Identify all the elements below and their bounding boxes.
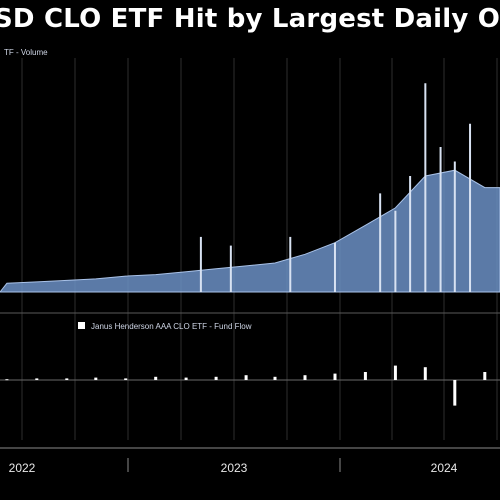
- flow-bar: [273, 376, 277, 380]
- x-tick-label-2022: 2022: [9, 461, 36, 475]
- flow-bar: [333, 373, 337, 380]
- flow-bar: [65, 378, 69, 380]
- flow-bar: [184, 377, 188, 380]
- flow-bar: [423, 367, 427, 380]
- flow-panel: [5, 365, 487, 406]
- chart-title: SD CLO ETF Hit by Largest Daily Ou: [0, 4, 500, 34]
- x-tick-label-2023: 2023: [221, 461, 248, 475]
- flow-bar: [5, 379, 9, 381]
- x-tick-label-2024: 2024: [431, 461, 458, 475]
- flow-bar: [214, 376, 218, 380]
- volume-area: [0, 169, 500, 293]
- flow-bar: [453, 380, 457, 406]
- flow-legend-label: Janus Henderson AAA CLO ETF - Fund Flow: [91, 322, 252, 331]
- x-axis: [127, 458, 341, 472]
- flow-bar: [363, 372, 367, 380]
- volume-panel: [0, 83, 500, 293]
- flow-bar: [483, 372, 487, 380]
- flow-bar: [154, 376, 158, 380]
- flow-legend-swatch: [78, 322, 85, 329]
- flow-bar: [124, 378, 128, 380]
- flow-bar: [94, 377, 98, 380]
- flow-bar: [303, 375, 307, 380]
- volume-legend-label: TF - Volume: [4, 48, 48, 57]
- flow-bar: [35, 378, 39, 380]
- flow-bar: [393, 365, 397, 380]
- flow-bar: [244, 375, 248, 380]
